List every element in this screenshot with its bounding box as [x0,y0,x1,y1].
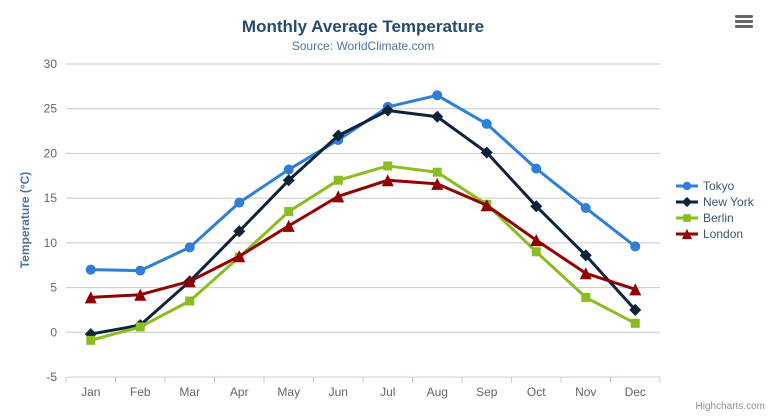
circle-marker-icon [676,181,698,191]
x-axis-tick-label: Jun [329,385,348,399]
x-axis-tick-label: Apr [230,385,249,399]
square-marker-icon [676,214,698,222]
x-axis-tick-label: Aug [427,385,448,399]
series-london[interactable] [84,174,642,304]
x-axis-tick-label: Dec [625,385,646,399]
legend-label: Berlin [703,211,734,225]
legend-item-london[interactable]: London [676,226,754,242]
gridlines: -5 0 5 10 15 20 25 30 [44,57,660,384]
y-axis-tick-label: 15 [44,191,58,205]
diamond-marker-icon [676,196,698,208]
y-axis-tick-label: 20 [44,146,58,160]
legend-item-new-york[interactable]: New York [676,194,754,210]
export-menu-button[interactable] [735,15,753,28]
chart-title: Monthly Average Temperature [241,17,485,36]
x-axis: Jan Feb Mar Apr May Jun Jul Aug Sep Oct Nov Dec [65,376,661,399]
hamburger-icon [735,20,753,23]
y-axis-tick-label: 5 [50,281,57,295]
x-axis-tick-label: May [277,385,300,399]
x-axis-tick-label: Jan [81,385,100,399]
x-axis-tick-label: Feb [130,385,151,399]
legend-label: Tokyo [703,179,735,193]
y-axis-tick-label: 0 [50,325,57,339]
legend-item-tokyo[interactable]: Tokyo [676,178,754,194]
legend-item-berlin[interactable]: Berlin [676,210,754,226]
x-axis-tick-label: Jul [380,385,395,399]
x-axis-tick-label: Nov [575,385,596,399]
legend-label: London [703,227,744,241]
hamburger-icon [735,25,753,28]
y-axis-title: Temperature (°C) [18,171,32,269]
credits-link[interactable]: Highcharts.com [695,401,765,412]
chart-subtitle: Source: WorldClimate.com [291,39,435,53]
series-new-york[interactable] [84,104,642,341]
legend: Tokyo New York Berlin London [676,178,754,242]
legend-label: New York [703,195,754,209]
y-axis-tick-label: 30 [44,57,58,71]
x-axis-tick-label: Sep [476,385,498,399]
y-axis-tick-label: 10 [44,236,58,250]
y-axis-tick-label: -5 [46,370,57,384]
x-axis-tick-label: Mar [179,385,200,399]
x-axis-tick-label: Oct [527,385,546,399]
series-tokyo[interactable] [85,90,641,276]
hamburger-icon [735,15,753,18]
triangle-marker-icon [676,228,698,240]
series-berlin[interactable] [86,161,640,345]
y-axis-tick-label: 25 [44,102,58,116]
